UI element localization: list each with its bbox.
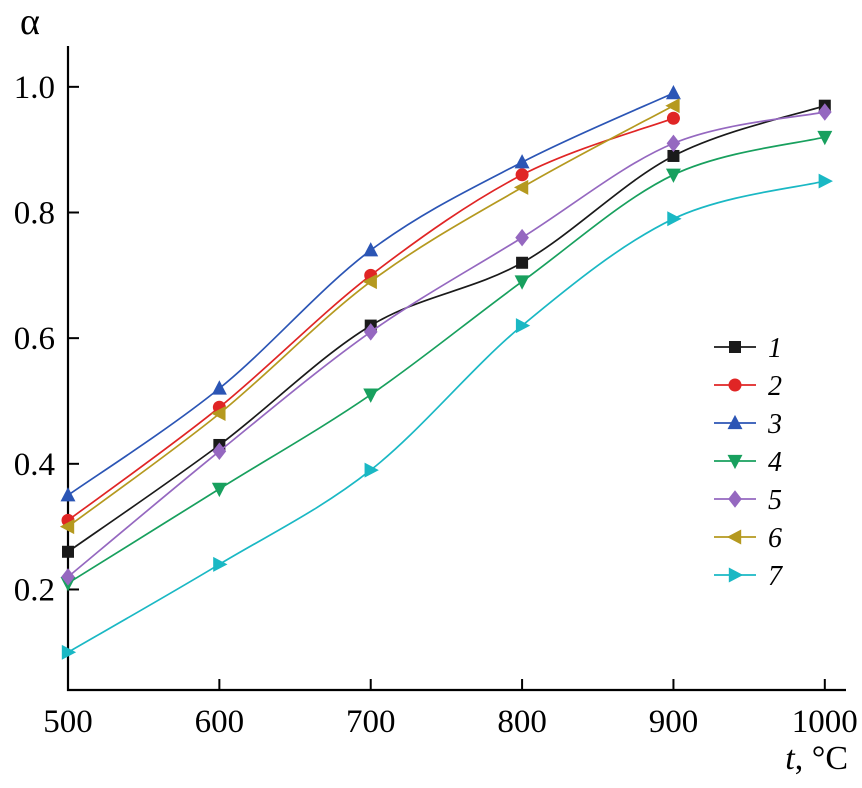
series-5-line	[67, 111, 825, 578]
legend-item-4: 4	[714, 447, 782, 478]
series-6-line	[67, 104, 674, 528]
axes: 500 600 700 800 900 1000 0.2 0.4 0.6 0.8 1.0	[14, 46, 858, 740]
y-tick-label: 1.0	[14, 70, 55, 106]
y-tick-label: 0.4	[14, 447, 55, 483]
series-1	[62, 99, 831, 558]
series-6	[59, 98, 680, 535]
legend-item-label: 5	[768, 485, 782, 516]
series-2	[61, 111, 680, 527]
legend-item-label: 2	[768, 371, 782, 402]
series-7	[61, 173, 833, 660]
x-tick-label: 1000	[792, 704, 858, 740]
legend-item-label: 6	[768, 523, 782, 554]
x-tick-label: 600	[195, 704, 245, 740]
y-axis-label: α	[20, 1, 40, 43]
series-3	[60, 84, 681, 502]
legend-item-5: 5	[714, 485, 782, 516]
legend-item-2: 2	[714, 371, 782, 402]
legend-item-1: 1	[714, 333, 782, 364]
legend-item-6: 6	[714, 523, 782, 554]
x-axis-label: t, °C	[785, 740, 848, 778]
series-7-line	[67, 180, 826, 654]
x-tick-label: 900	[649, 704, 699, 740]
y-tick-label: 0.6	[14, 321, 55, 357]
x-axis-label-symbol: t	[785, 740, 795, 777]
legend-item-label: 1	[768, 333, 782, 364]
y-tick-label: 0.8	[14, 195, 55, 231]
legend-item-label: 7	[768, 561, 783, 592]
legend-item-label: 3	[767, 409, 782, 440]
legend: 1 2 3 4 5 6 7	[714, 333, 783, 592]
x-axis-label-unit: , °C	[794, 740, 848, 777]
legend-item-7: 7	[714, 561, 783, 592]
x-tick-label: 500	[43, 704, 93, 740]
x-tick-label: 800	[497, 704, 547, 740]
y-tick-label: 0.2	[14, 572, 55, 608]
legend-item-3: 3	[714, 409, 782, 440]
series-5	[61, 103, 832, 586]
series-4-line	[67, 136, 826, 584]
x-tick-label: 700	[346, 704, 396, 740]
legend-item-label: 4	[768, 447, 782, 478]
series-1-line	[67, 104, 826, 553]
series-4	[60, 130, 833, 592]
